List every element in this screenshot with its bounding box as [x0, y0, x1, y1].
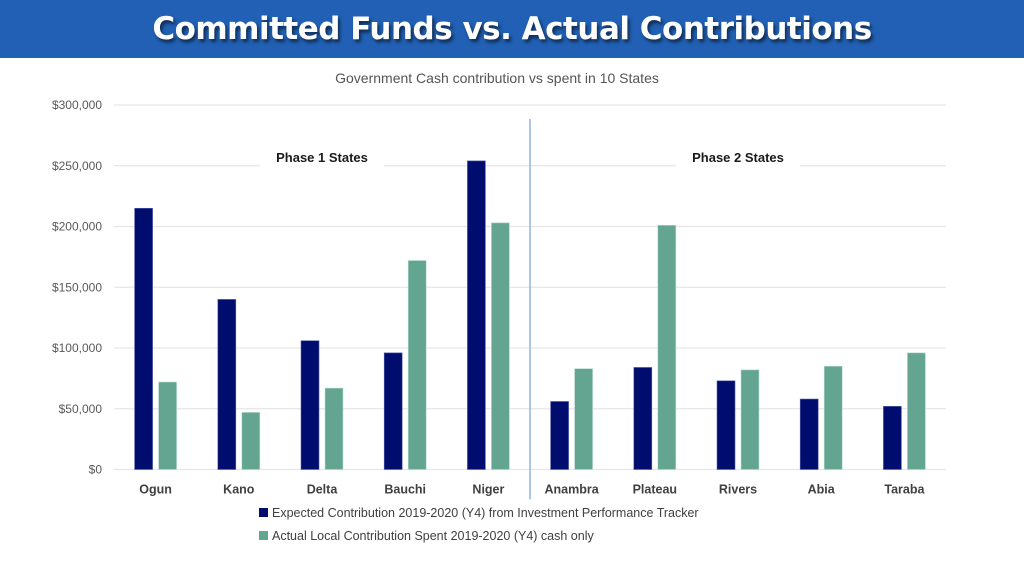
expected-bar-anambra: [550, 401, 569, 470]
actual-bar-kano: [241, 412, 261, 470]
x-category-label: Kano: [223, 483, 255, 497]
legend-swatch-actual: [259, 531, 268, 540]
page-title: Committed Funds vs. Actual Contributions: [152, 11, 872, 47]
bar-chart: Government Cash contribution vs spent in…: [52, 70, 946, 543]
actual-bar-niger: [491, 222, 510, 470]
expected-bar-delta: [300, 340, 320, 470]
x-category-label: Delta: [307, 483, 339, 497]
x-category-label: Abia: [808, 483, 836, 497]
y-tick-label: $300,000: [52, 98, 102, 112]
actual-bar-taraba: [907, 352, 926, 470]
phase-1-label: Phase 1 States: [276, 150, 368, 165]
actual-bar-abia: [823, 365, 843, 470]
phase-annotations: Phase 1 States Phase 2 States: [260, 149, 800, 167]
bars: [134, 119, 926, 500]
phase-2-label: Phase 2 States: [692, 150, 784, 165]
y-tick-label: $50,000: [59, 402, 103, 416]
expected-bar-bauchi: [383, 352, 403, 470]
x-category-label: Anambra: [545, 483, 600, 497]
legend-swatch-expected: [259, 508, 268, 517]
legend-label-expected: Expected Contribution 2019-2020 (Y4) fro…: [272, 506, 699, 520]
y-tick-label: $0: [89, 463, 103, 477]
expected-bar-rivers: [716, 380, 736, 470]
actual-bar-plateau: [657, 224, 677, 470]
x-category-label: Ogun: [139, 483, 172, 497]
x-category-label: Rivers: [719, 483, 757, 497]
expected-bar-plateau: [633, 367, 653, 470]
x-category-label: Niger: [472, 483, 504, 497]
x-category-label: Taraba: [884, 483, 925, 497]
y-tick-label: $250,000: [52, 159, 102, 173]
chart-title: Government Cash contribution vs spent in…: [335, 70, 659, 86]
phase-label-bg: [676, 149, 800, 167]
legend: Expected Contribution 2019-2020 (Y4) fro…: [259, 506, 699, 543]
y-tick-label: $150,000: [52, 280, 102, 294]
y-tick-label: $200,000: [52, 220, 102, 234]
actual-bar-anambra: [574, 368, 593, 470]
expected-bar-taraba: [883, 406, 902, 470]
expected-bar-niger: [467, 160, 486, 470]
actual-bar-ogun: [158, 381, 177, 470]
y-axis-ticks: $0 $50,000 $100,000 $150,000 $200,000 $250,00…: [52, 98, 102, 477]
x-category-label: Bauchi: [384, 483, 426, 497]
actual-bar-delta: [324, 387, 344, 470]
expected-bar-kano: [217, 299, 237, 470]
x-axis-categories: Ogun Kano Delta Bauchi Niger Anambra Plateau Ri…: [139, 483, 925, 497]
actual-bar-bauchi: [407, 260, 427, 470]
legend-label-actual: Actual Local Contribution Spent 2019-202…: [272, 529, 594, 543]
expected-bar-abia: [799, 398, 819, 470]
expected-bar-ogun: [134, 207, 153, 470]
phase-label-bg: [260, 149, 384, 167]
actual-bar-rivers: [740, 369, 760, 470]
y-tick-label: $100,000: [52, 341, 102, 355]
title-banner: Committed Funds vs. Actual Contributions: [0, 0, 1024, 58]
x-category-label: Plateau: [633, 483, 677, 497]
